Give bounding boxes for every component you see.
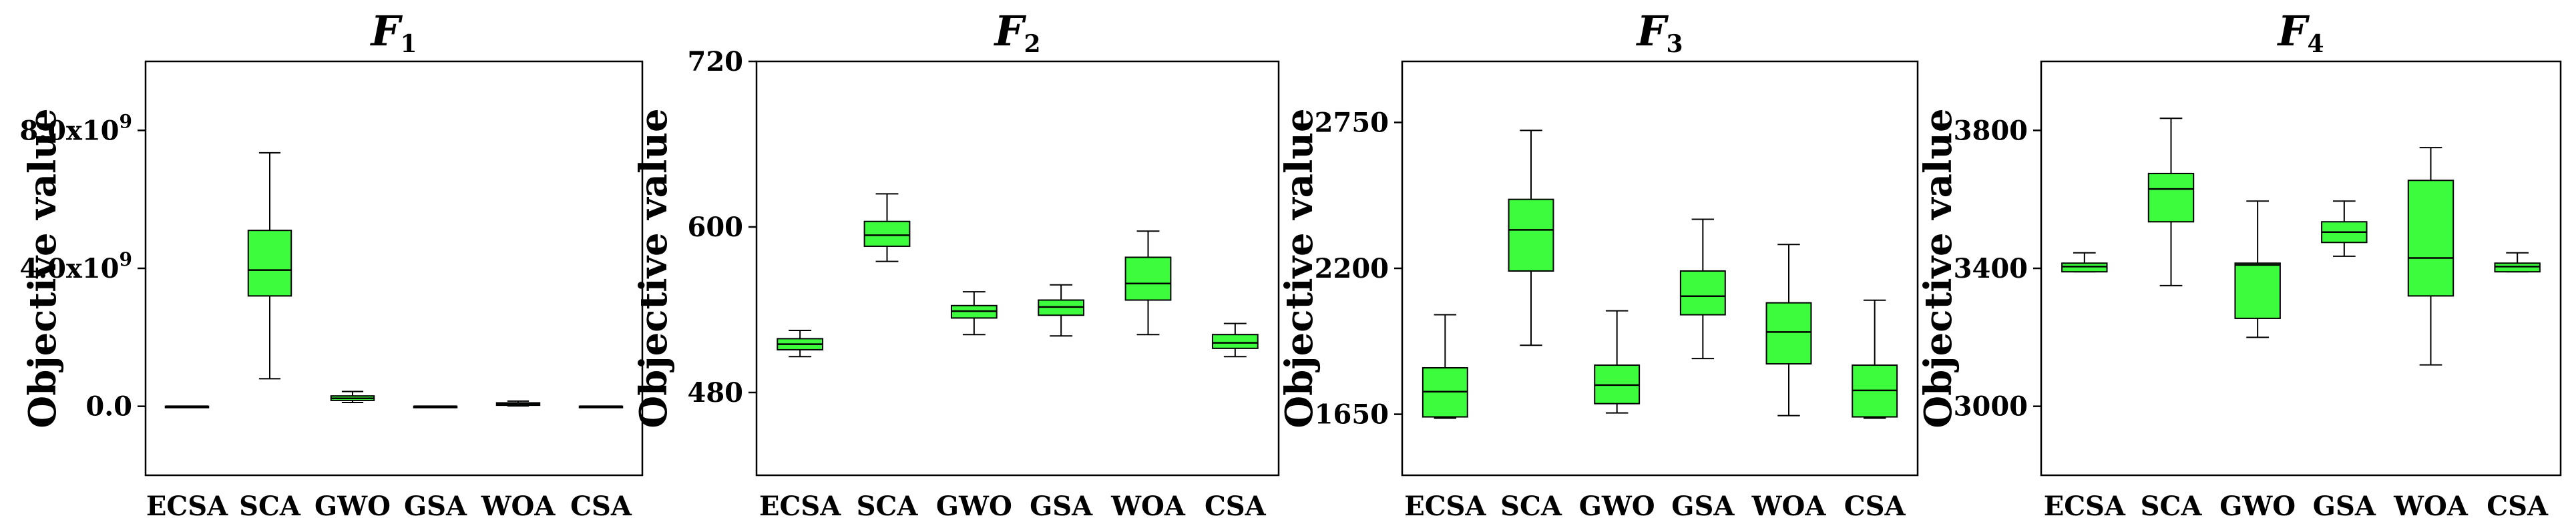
x-tick-label: GSA <box>2313 491 2376 522</box>
box-csa <box>1852 299 1898 419</box>
y-tick-label: 4.0x109 <box>19 248 132 284</box>
box-gsa <box>1679 218 1726 360</box>
chart-title: F3 <box>1635 7 1683 58</box>
y-tick-label: 600 <box>688 212 744 243</box>
y-tick-label: 3800 <box>1954 115 2028 146</box>
x-tick-label: SCA <box>1500 491 1562 522</box>
box-iqr <box>2147 172 2195 223</box>
box-csa <box>578 405 624 409</box>
box-woa <box>1765 244 1812 417</box>
plot-frame <box>1401 60 1919 477</box>
box-iqr <box>1508 198 1554 272</box>
plot-frame <box>144 60 644 477</box>
x-tick-label: WOA <box>2393 491 2468 522</box>
box-gwo <box>1594 310 1641 414</box>
plot-frame <box>2040 60 2562 477</box>
box-woa <box>2407 147 2454 366</box>
chart-title-subscript: 2 <box>1024 30 1040 58</box>
box-iqr <box>2407 180 2454 297</box>
y-axis-label: Objective value <box>1277 108 1321 428</box>
chart-title-subscript: 4 <box>2307 30 2324 58</box>
x-tick-label: WOA <box>1110 491 1186 522</box>
x-tick-label: CSA <box>570 491 632 522</box>
x-tick-label: SCA <box>857 491 919 522</box>
y-axis-label: Objective value <box>21 108 65 428</box>
chart-title-subscript: 1 <box>400 30 417 58</box>
x-tick-label: GWO <box>2219 491 2296 522</box>
chart-title-main: F <box>369 7 403 55</box>
box-iqr <box>1124 256 1172 301</box>
y-tick-label: 3000 <box>1954 391 2028 423</box>
chart-title-subscript: 3 <box>1666 30 1683 58</box>
box-iqr <box>2234 262 2281 319</box>
box-sca <box>247 152 292 380</box>
box-iqr <box>1211 334 1259 349</box>
y-axis-label: Objective value <box>1916 108 1960 428</box>
box-ecsa <box>777 330 824 358</box>
x-tick-label: CSA <box>1844 491 1906 522</box>
plot-frame <box>755 60 1280 477</box>
box-iqr <box>247 230 292 297</box>
x-tick-label: SCA <box>2141 491 2203 522</box>
box-woa <box>495 400 541 407</box>
x-tick-label: GSA <box>404 491 467 522</box>
y-tick-label: 3400 <box>1954 253 2028 284</box>
x-tick-label: ECSA <box>1404 491 1486 522</box>
box-ecsa <box>1422 314 1468 419</box>
box-iqr <box>2061 262 2108 273</box>
box-woa <box>1124 230 1172 336</box>
panel-1: F1 Objective value 0.0 4.0x109 8.0x109 ECSA SC… <box>19 7 644 522</box>
box-ecsa <box>164 405 210 409</box>
box-iqr <box>2494 262 2541 273</box>
y-tick-label: 1650 <box>1315 399 1389 431</box>
box-sca <box>1508 129 1554 346</box>
box-gwo <box>950 291 998 336</box>
y-tick-label: 8.0x109 <box>19 110 132 146</box>
box-iqr <box>1679 270 1726 316</box>
box-sca <box>863 193 911 262</box>
box-gwo <box>330 390 375 403</box>
chart-title-main: F <box>1635 7 1669 55</box>
y-tick-label: 2750 <box>1315 107 1389 138</box>
box-gsa <box>413 405 458 409</box>
y-tick-label: 2200 <box>1315 253 1389 284</box>
x-tick-label: SCA <box>239 491 301 522</box>
box-csa <box>1211 322 1259 358</box>
x-tick-label: WOA <box>1751 491 1827 522</box>
y-tick-label: 720 <box>688 46 744 77</box>
box-gsa <box>1038 284 1085 337</box>
x-tick-label: GWO <box>314 491 391 522</box>
box-iqr <box>1765 302 1812 365</box>
x-tick-label: GWO <box>936 491 1012 522</box>
chart-title-main: F <box>993 7 1026 55</box>
x-tick-label: GSA <box>1671 491 1735 522</box>
box-sca <box>2147 117 2195 286</box>
box-gsa <box>2321 200 2368 257</box>
y-tick-exponent: 9 <box>120 248 132 270</box>
x-tick-label: ECSA <box>146 491 228 522</box>
chart-title: F2 <box>993 7 1040 58</box>
x-tick-label: GWO <box>1579 491 1655 522</box>
y-tick-label: 480 <box>688 377 744 409</box>
box-iqr <box>863 220 911 247</box>
y-tick-label: 0.0 <box>85 391 132 423</box>
y-axis-label: Objective value <box>632 108 676 428</box>
x-tick-label: WOA <box>481 491 556 522</box>
x-tick-label: ECSA <box>2044 491 2126 522</box>
y-tick-exponent: 9 <box>120 110 132 132</box>
x-tick-label: ECSA <box>759 491 841 522</box>
x-tick-label: CSA <box>2487 491 2549 522</box>
chart-title: F4 <box>2276 7 2324 58</box>
x-tick-label: GSA <box>1030 491 1093 522</box>
panel-2: F2 Objective value 480 600 720 ECSA SCA GWO GSA W… <box>632 7 1280 522</box>
chart-title-main: F <box>2276 7 2310 55</box>
box-csa <box>2494 252 2541 273</box>
chart-title: F1 <box>369 7 417 58</box>
x-tick-label: CSA <box>1205 491 1267 522</box>
box-ecsa <box>2061 252 2108 273</box>
box-gwo <box>2234 200 2281 338</box>
